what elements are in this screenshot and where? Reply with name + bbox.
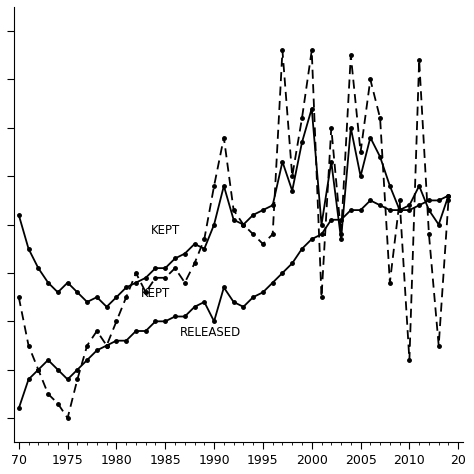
Text: KEPT: KEPT xyxy=(141,287,170,300)
Text: KEPT: KEPT xyxy=(151,224,180,237)
Text: RELEASED: RELEASED xyxy=(180,326,241,339)
